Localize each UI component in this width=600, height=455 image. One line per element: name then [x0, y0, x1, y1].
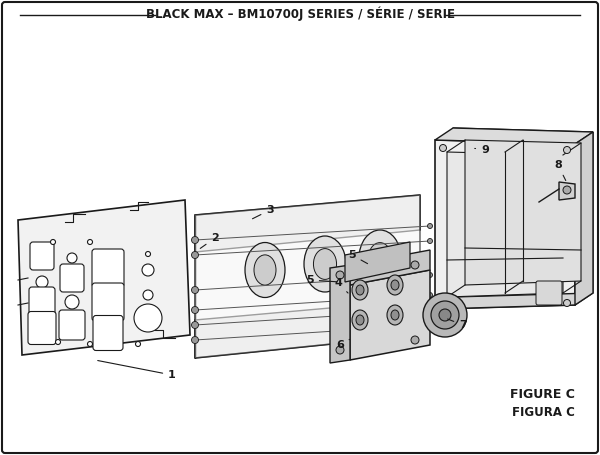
Text: 2: 2 [200, 233, 219, 248]
Text: FIGURA C: FIGURA C [512, 406, 575, 420]
Polygon shape [575, 132, 593, 305]
Text: 5: 5 [306, 275, 337, 285]
FancyBboxPatch shape [60, 264, 84, 292]
Circle shape [427, 223, 433, 228]
FancyBboxPatch shape [93, 315, 123, 350]
Polygon shape [435, 128, 593, 144]
Polygon shape [435, 293, 593, 309]
Ellipse shape [387, 275, 403, 295]
Circle shape [427, 273, 433, 278]
Polygon shape [453, 128, 593, 297]
Ellipse shape [304, 236, 346, 292]
Text: 7: 7 [448, 319, 467, 330]
FancyBboxPatch shape [92, 283, 124, 321]
Text: 5: 5 [348, 250, 368, 263]
Circle shape [143, 290, 153, 300]
Ellipse shape [313, 248, 337, 279]
Ellipse shape [391, 310, 399, 320]
Circle shape [336, 346, 344, 354]
Circle shape [431, 301, 459, 329]
Circle shape [427, 323, 433, 328]
Circle shape [146, 252, 151, 257]
Polygon shape [350, 270, 430, 360]
Circle shape [423, 293, 467, 337]
Circle shape [191, 237, 199, 243]
Circle shape [411, 336, 419, 344]
Circle shape [191, 307, 199, 313]
FancyBboxPatch shape [29, 287, 55, 317]
Ellipse shape [391, 280, 399, 290]
Circle shape [563, 299, 571, 307]
Circle shape [67, 253, 77, 263]
Circle shape [65, 295, 79, 309]
Circle shape [439, 309, 451, 321]
Circle shape [56, 339, 61, 344]
FancyBboxPatch shape [30, 242, 54, 270]
Ellipse shape [359, 230, 401, 286]
Polygon shape [447, 152, 563, 297]
Polygon shape [195, 300, 420, 358]
Text: 8: 8 [554, 160, 566, 181]
Ellipse shape [368, 243, 392, 273]
Polygon shape [435, 140, 575, 309]
Circle shape [336, 271, 344, 279]
Circle shape [191, 252, 199, 258]
Ellipse shape [356, 315, 364, 325]
Circle shape [142, 264, 154, 276]
Polygon shape [195, 195, 420, 252]
FancyBboxPatch shape [59, 310, 85, 340]
Circle shape [191, 287, 199, 293]
Text: 4: 4 [334, 278, 348, 293]
Circle shape [191, 322, 199, 329]
Circle shape [439, 145, 446, 152]
FancyBboxPatch shape [28, 312, 56, 344]
Circle shape [427, 308, 433, 313]
Circle shape [563, 186, 571, 194]
Circle shape [563, 147, 571, 153]
Text: 9: 9 [475, 145, 489, 155]
Text: 3: 3 [253, 205, 274, 219]
Ellipse shape [352, 310, 368, 330]
Ellipse shape [356, 285, 364, 295]
Circle shape [427, 293, 433, 298]
Text: BLACK MAX – BM10700J SERIES / SÉRIE / SERIE: BLACK MAX – BM10700J SERIES / SÉRIE / SE… [146, 7, 455, 21]
Polygon shape [195, 195, 420, 358]
Circle shape [50, 239, 56, 244]
Polygon shape [345, 242, 410, 282]
Ellipse shape [352, 280, 368, 300]
Polygon shape [559, 182, 575, 200]
Circle shape [427, 238, 433, 243]
Circle shape [88, 342, 92, 347]
Polygon shape [350, 250, 430, 285]
Circle shape [36, 276, 48, 288]
Circle shape [439, 298, 446, 304]
Text: 6: 6 [336, 339, 350, 350]
Ellipse shape [387, 305, 403, 325]
Ellipse shape [245, 243, 285, 298]
Circle shape [411, 261, 419, 269]
Text: FIGURE C: FIGURE C [510, 389, 575, 401]
FancyBboxPatch shape [536, 281, 562, 305]
Circle shape [191, 337, 199, 344]
Polygon shape [465, 140, 581, 285]
Polygon shape [330, 265, 350, 363]
Ellipse shape [254, 255, 276, 285]
Text: 1: 1 [98, 360, 176, 380]
Polygon shape [18, 200, 190, 355]
FancyBboxPatch shape [92, 249, 124, 287]
Circle shape [136, 342, 140, 347]
Circle shape [134, 304, 162, 332]
Circle shape [88, 239, 92, 244]
